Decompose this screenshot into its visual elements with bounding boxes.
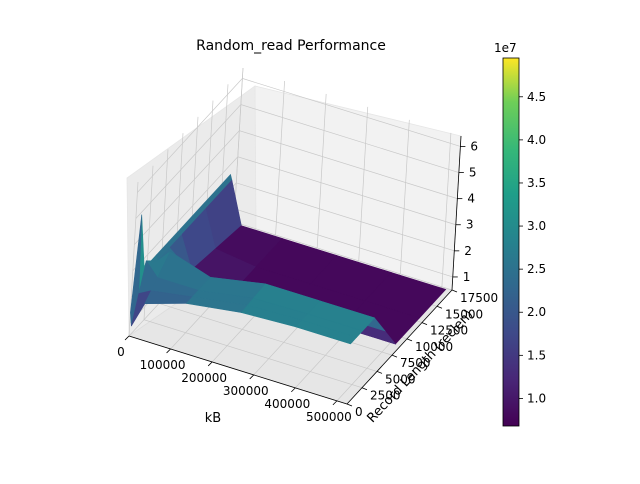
x-tick-label: 100000 xyxy=(140,358,186,372)
z-tick-label: 6 xyxy=(470,139,478,153)
y-tick-mark xyxy=(436,305,443,309)
grid-z-5 xyxy=(137,78,461,193)
colorbar: 1e7 1.0 1.5 2.0 2.5 3.0 3.5 4.0 4.5 xyxy=(494,41,546,427)
colorbar-gradient xyxy=(502,57,520,427)
x-tick-mark xyxy=(332,400,338,406)
grid-z-3 xyxy=(134,130,458,245)
colorbar-tick-label: 3.5 xyxy=(527,176,546,190)
y-tick-mark xyxy=(391,354,398,358)
y-tick-mark xyxy=(421,322,428,325)
z-axis: 1 2 3 4 5 6 xyxy=(451,135,478,291)
surface xyxy=(130,173,447,345)
y-axis-line xyxy=(346,289,453,405)
colorbar-tick-label: 2.5 xyxy=(527,262,546,276)
y-tick-mark xyxy=(346,403,353,407)
x-tick-mark xyxy=(207,361,213,367)
colorbar-offset-label: 1e7 xyxy=(494,41,517,55)
y-tick-mark xyxy=(406,338,413,342)
z-axis-line xyxy=(451,135,462,291)
x-tick-mark xyxy=(166,348,171,354)
y-tick-label: 15000 xyxy=(445,307,483,321)
y-tick-label: 17500 xyxy=(460,291,498,305)
grid-y-1 xyxy=(143,165,363,389)
x-axis-label: kB xyxy=(205,411,221,426)
y-tick-label: 7500 xyxy=(400,356,431,370)
z-tick-label: 1 xyxy=(463,270,471,284)
colorbar-tick-label: 4.0 xyxy=(527,133,546,147)
colorbar-tick-label: 3.0 xyxy=(527,219,546,233)
x-tick-label: 200000 xyxy=(181,371,227,385)
grid-z-4 xyxy=(135,104,459,219)
z-tick-label: 2 xyxy=(464,244,472,258)
y-tick-label: 12500 xyxy=(430,324,468,338)
y-tick-mark xyxy=(361,387,368,391)
y-tick-label: 0 xyxy=(355,405,363,419)
x-axis-line xyxy=(128,335,348,405)
x-tick-mark xyxy=(249,374,255,380)
y-tick-label: 5000 xyxy=(385,372,416,386)
colorbar-tick-label: 2.0 xyxy=(527,305,546,319)
grid-z-2 xyxy=(132,156,456,271)
x-tick-label: 300000 xyxy=(223,384,269,398)
z-tick-label: 3 xyxy=(466,218,474,232)
y-tick-label: 2500 xyxy=(370,389,401,403)
y-tick-mark xyxy=(376,371,383,374)
z-tick-label: 5 xyxy=(469,166,477,180)
z-tick-label: 4 xyxy=(467,192,475,206)
x-tick-label: 500000 xyxy=(306,410,352,424)
x-tick-mark xyxy=(291,387,296,393)
surface-facet xyxy=(295,320,358,345)
colorbar-tick-label: 1.0 xyxy=(527,391,546,405)
x-tick-label: 400000 xyxy=(264,397,310,411)
colorbar-tick-label: 1.5 xyxy=(527,348,546,362)
colorbar-tick-label: 4.5 xyxy=(527,90,546,104)
chart-title: Random_read Performance xyxy=(196,38,386,54)
x-tick-mark xyxy=(124,335,130,341)
y-tick-mark xyxy=(451,289,458,293)
y-tick-label: 10000 xyxy=(415,340,453,354)
x-tick-label: 0 xyxy=(117,345,125,359)
